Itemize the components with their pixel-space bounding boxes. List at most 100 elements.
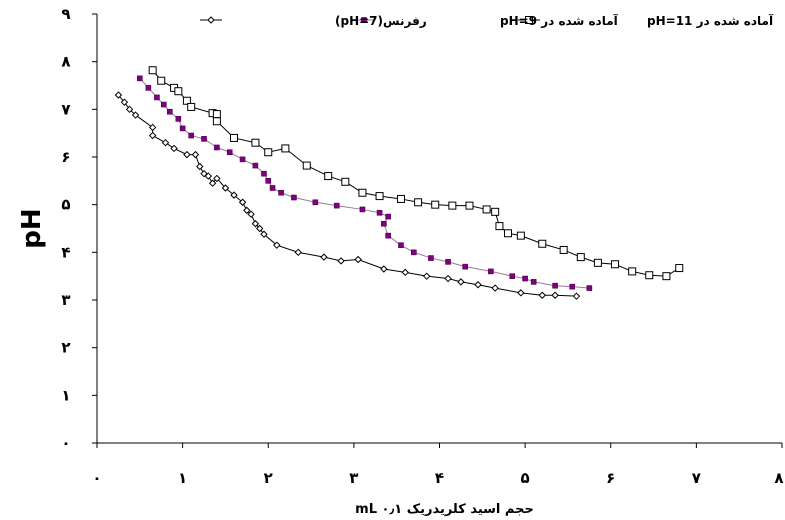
y-tick-label: ۶: [61, 148, 70, 166]
y-tick-label: ۰: [61, 434, 70, 452]
data-point: [221, 184, 230, 192]
data-point: [538, 239, 547, 248]
data-point: [196, 162, 204, 171]
data-point: [187, 102, 196, 111]
data-point: [491, 284, 499, 292]
data-point: [333, 202, 340, 209]
y-tick-label: ۲: [61, 339, 70, 357]
data-point: [376, 209, 383, 216]
data-point: [611, 260, 620, 269]
data-point: [530, 279, 537, 285]
y-tick-label: ۵: [61, 196, 70, 214]
data-point: [114, 91, 123, 99]
data-point: [324, 172, 333, 181]
data-point: [281, 144, 290, 153]
data-point: [160, 101, 167, 108]
legend-marker: [207, 16, 215, 24]
data-point: [212, 110, 221, 119]
data-point: [265, 178, 272, 184]
data-point: [645, 271, 654, 280]
data-point: [261, 170, 267, 177]
data-point: [474, 281, 482, 289]
data-point: [380, 265, 388, 273]
y-tick-label: ۷: [61, 100, 70, 118]
data-point: [174, 87, 183, 96]
legend-item-2: آماده شده در pH=9: [353, 13, 619, 28]
data-point: [457, 278, 465, 286]
data-point: [381, 220, 387, 227]
data-point: [495, 222, 504, 231]
data-point: [226, 149, 233, 156]
data-point: [175, 116, 182, 122]
data-point: [302, 161, 311, 170]
data-point: [125, 105, 134, 114]
data-point: [264, 148, 273, 157]
data-point: [504, 229, 512, 238]
data-point: [337, 257, 345, 265]
data-point: [341, 177, 350, 186]
legend-label: رفرنس(pH=7): [335, 14, 427, 28]
data-point: [414, 198, 423, 207]
data-point: [569, 283, 576, 290]
data-point: [422, 272, 431, 280]
data-point: [239, 156, 246, 163]
data-point: [516, 231, 525, 240]
data-point: [448, 201, 457, 210]
data-point: [170, 144, 178, 153]
data-point: [148, 66, 157, 75]
legend-marker: [361, 17, 367, 23]
data-point: [662, 272, 671, 281]
series-3: [114, 91, 581, 300]
y-tick-label: ۳: [61, 291, 70, 309]
data-point: [191, 150, 200, 159]
data-point: [137, 75, 143, 82]
data-point: [465, 201, 474, 210]
data-point: [251, 220, 260, 228]
x-axis-ticks: ۰ ۱ ۲ ۳ ۴ ۵ ۶ ۷ ۸: [92, 443, 784, 487]
data-point: [358, 188, 367, 197]
data-point: [552, 282, 558, 289]
data-point: [398, 242, 404, 248]
data-point: [251, 138, 260, 147]
data-point: [131, 111, 140, 119]
data-point: [491, 207, 500, 216]
data-point: [593, 258, 602, 267]
series-line: [139, 78, 590, 289]
data-point: [385, 232, 391, 239]
data-point: [148, 123, 157, 132]
data-point: [230, 133, 238, 142]
x-tick-label: ۶: [606, 469, 615, 487]
data-point: [444, 274, 452, 283]
data-point: [188, 132, 194, 139]
data-point: [182, 96, 191, 105]
data-point: [212, 117, 221, 126]
data-point: [238, 198, 247, 206]
data-point: [255, 224, 264, 233]
data-point: [273, 241, 281, 249]
data-point: [572, 292, 581, 300]
data-point: [411, 249, 417, 256]
data-point: [445, 259, 451, 265]
data-point: [354, 255, 362, 264]
data-point: [675, 264, 684, 273]
y-axis-ticks: ۰ ۱ ۲ ۳ ۴ ۵ ۶ ۷ ۸ ۹: [61, 5, 97, 452]
data-point: [201, 136, 207, 142]
data-point: [157, 76, 166, 85]
legend: آماده شده در pH=11 آماده شده در pH=9 رفرنس…: [200, 13, 774, 28]
x-tick-label: ۱: [178, 469, 187, 487]
y-tick-label: ۸: [61, 53, 70, 71]
legend-label: آماده شده در pH=11: [647, 13, 774, 28]
data-point: [179, 125, 186, 132]
data-point: [161, 138, 170, 147]
series-2: [137, 75, 593, 291]
legend-label: آماده شده در pH=9: [500, 13, 619, 28]
data-point: [538, 291, 546, 299]
axes: [96, 14, 782, 444]
legend-item-3: رفرنس(pH=7): [200, 14, 427, 28]
y-tick-label: ۴: [61, 243, 70, 261]
legend-marker: [525, 16, 533, 24]
data-point: [294, 248, 302, 257]
data-point: [247, 210, 255, 218]
y-tick-label: ۹: [61, 5, 70, 23]
